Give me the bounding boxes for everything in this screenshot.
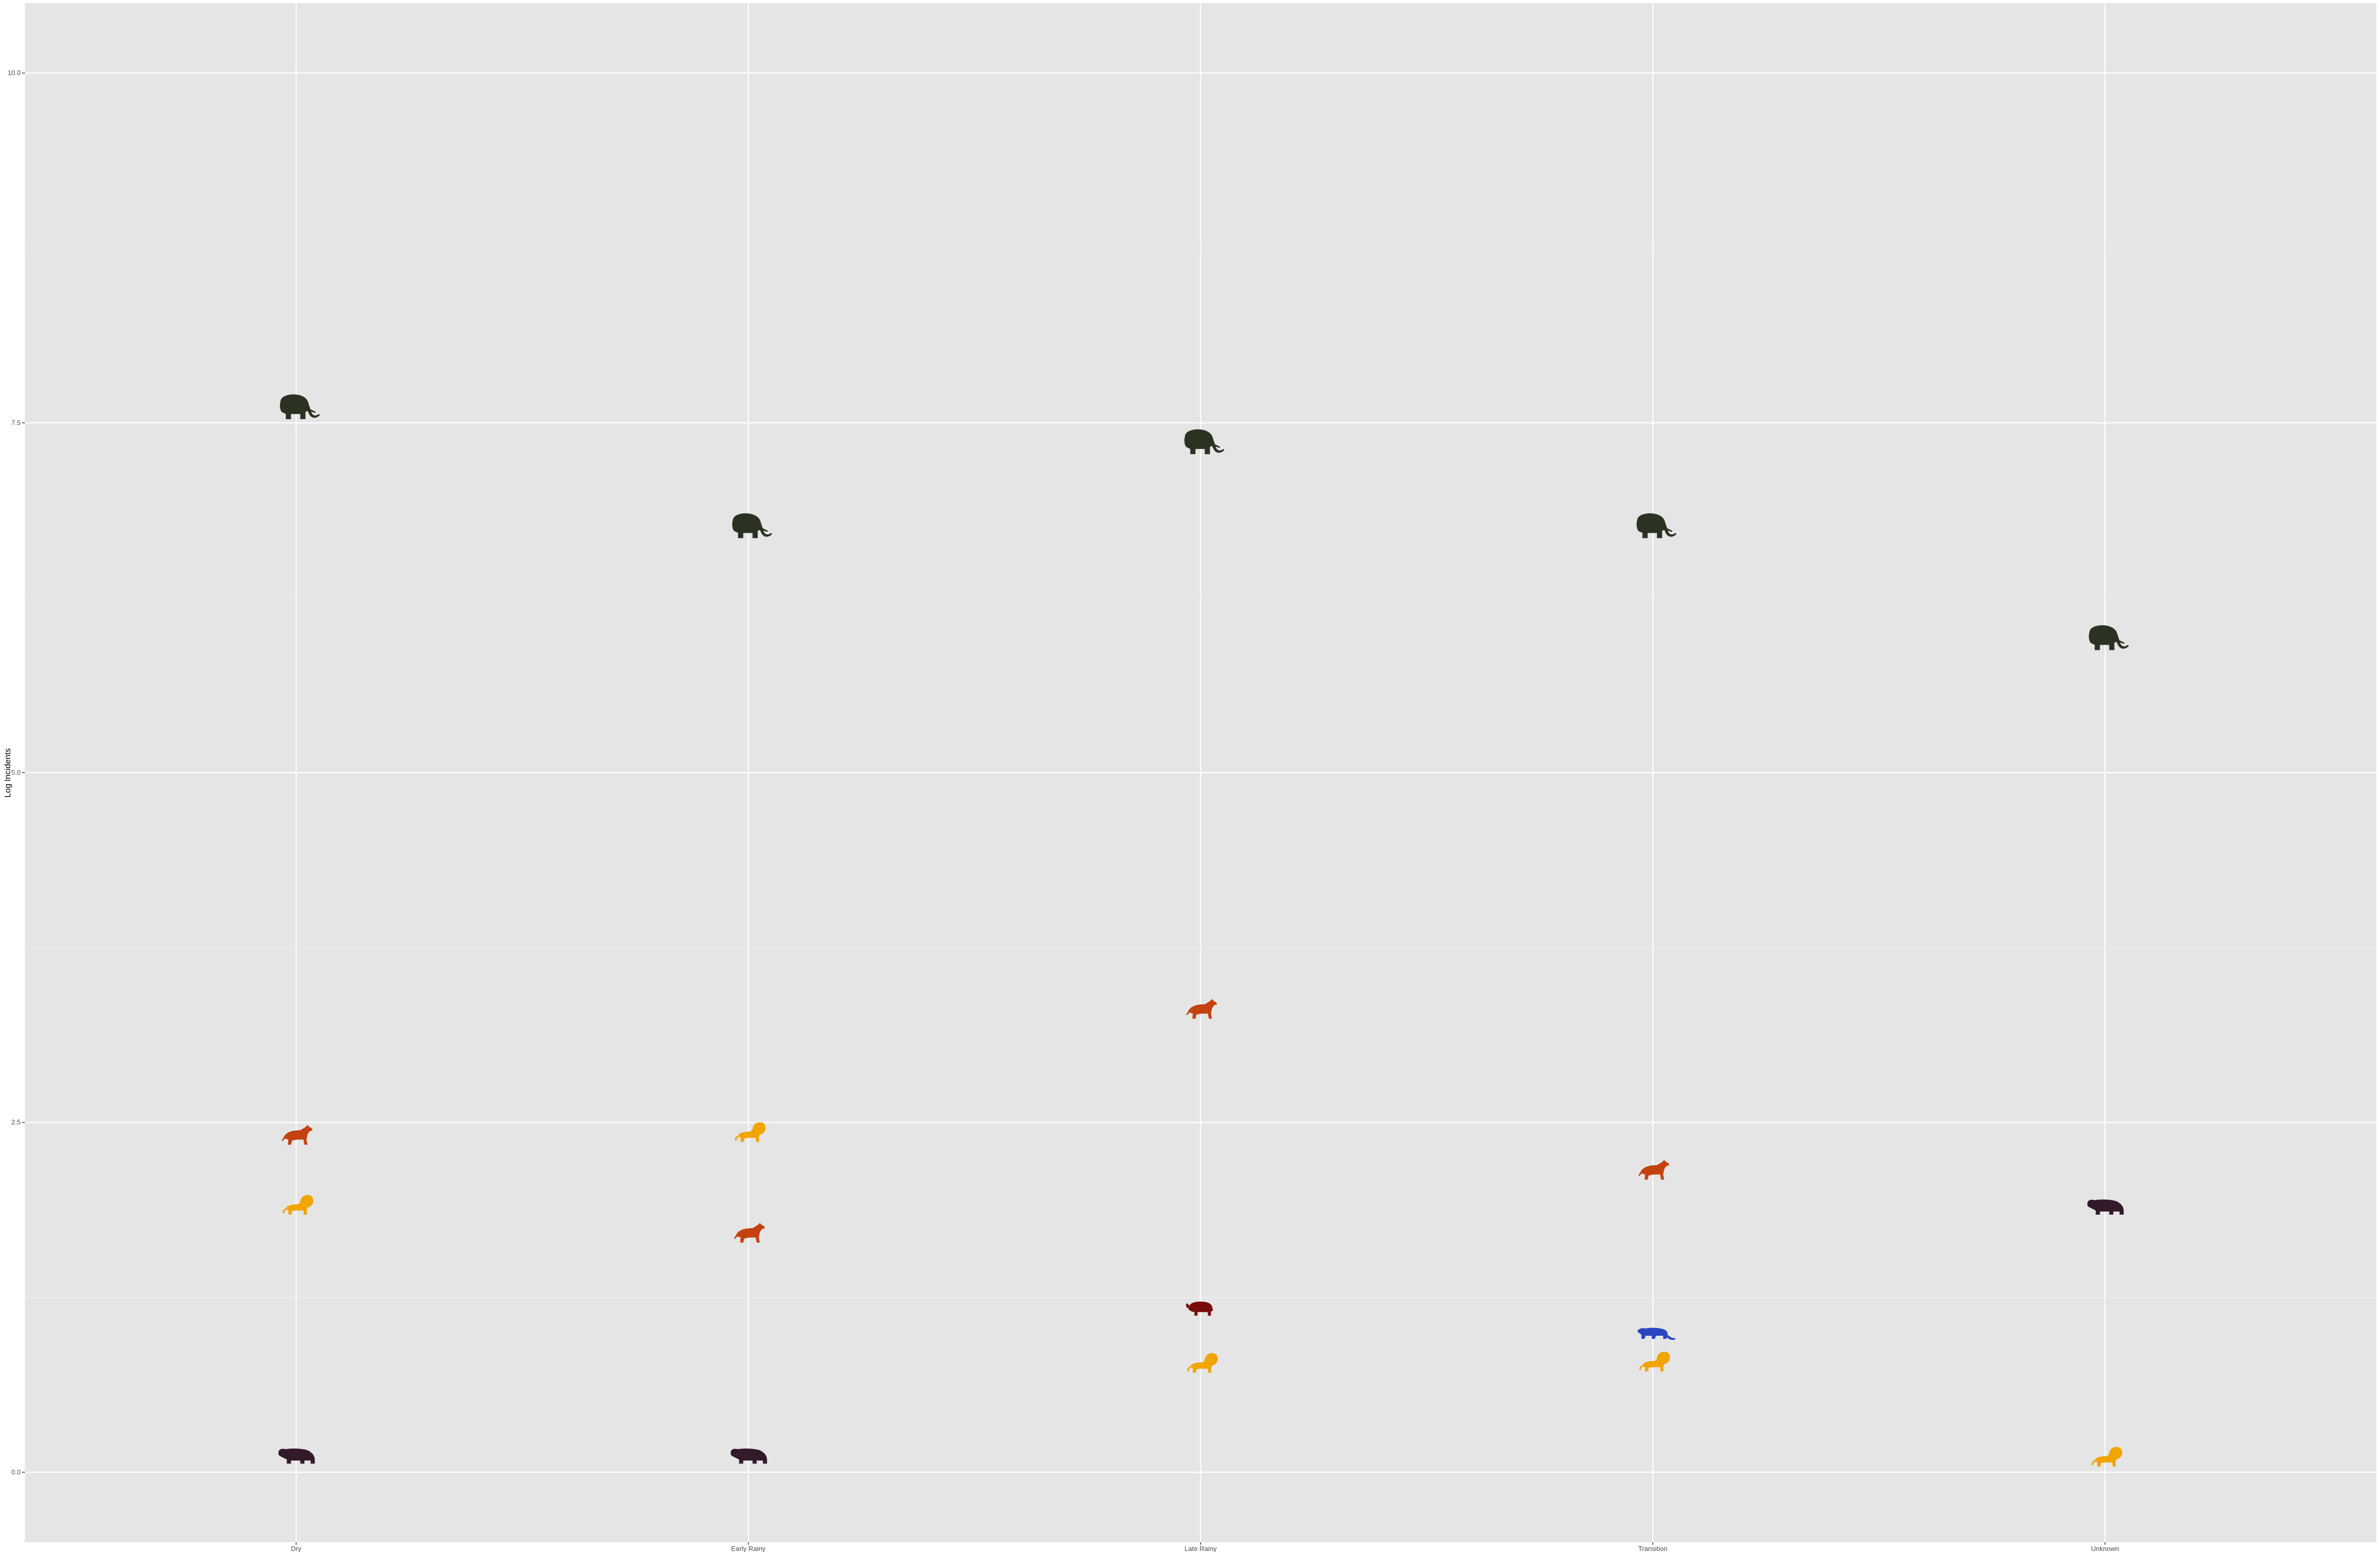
buffalo-icon: [1186, 1303, 1189, 1309]
elephant-icon: [1637, 513, 1677, 539]
x-axis: Dry Early Rainy Late Rainy Transition Unknow…: [291, 1542, 2119, 1552]
hyena-icon: [1186, 1009, 1191, 1016]
elephant-point: [280, 394, 320, 420]
lion-icon: [735, 1136, 739, 1141]
elephant-icon: [1184, 429, 1225, 454]
lion-point: [1187, 1353, 1218, 1373]
lion-icon: [286, 1195, 314, 1215]
x-tick-label: Late Rainy: [1184, 1545, 1217, 1552]
leopard-icon: [1667, 1335, 1676, 1340]
lion-point: [735, 1122, 766, 1142]
hyena-point: [281, 1125, 313, 1145]
elephant-icon: [2116, 638, 2125, 644]
hyena-icon: [1641, 1160, 1670, 1180]
y-tick-label: 5.0: [11, 769, 21, 777]
y-axis-title: Log Incidents: [4, 748, 12, 797]
hyena-point: [1638, 1160, 1670, 1180]
buffalo-icon: [1188, 1302, 1213, 1316]
elephant-icon: [2089, 625, 2129, 650]
hyena-icon: [737, 1223, 765, 1243]
x-tick-label: Early Rainy: [731, 1545, 766, 1552]
hippo-point: [731, 1448, 767, 1464]
lion-icon: [282, 1208, 287, 1214]
hyena-icon: [285, 1125, 313, 1145]
y-tick-label: 2.5: [11, 1118, 21, 1126]
elephant-icon: [732, 513, 772, 539]
hippo-point: [278, 1448, 315, 1464]
x-tick-label: Dry: [291, 1545, 302, 1552]
buffalo-point: [1186, 1302, 1213, 1316]
hippo-point: [2087, 1199, 2124, 1215]
data-points: [278, 394, 2129, 1467]
elephant-point: [1637, 513, 1677, 539]
elephant-icon: [280, 394, 320, 420]
elephant-icon: [307, 408, 316, 413]
hippo-icon: [731, 1448, 767, 1464]
elephant-icon: [760, 527, 768, 532]
hippo-icon: [278, 1448, 315, 1464]
lion-icon: [1187, 1366, 1192, 1372]
lion-icon: [2091, 1460, 2096, 1466]
lion-point: [2091, 1446, 2122, 1467]
y-tick-label: 7.5: [11, 419, 21, 426]
leopard-icon: [1637, 1327, 1668, 1339]
y-tick-label: 0.0: [11, 1468, 21, 1476]
hyena-point: [734, 1223, 765, 1243]
lion-icon: [1642, 1351, 1670, 1371]
lion-icon: [1190, 1353, 1218, 1373]
x-tick-label: Unknown: [2091, 1545, 2119, 1552]
y-tick-label: 10.0: [8, 69, 21, 77]
hyena-icon: [1638, 1170, 1643, 1176]
hyena-point: [1186, 999, 1217, 1019]
hyena-icon: [1189, 999, 1217, 1019]
lion-icon: [1639, 1365, 1644, 1370]
lion-point: [1639, 1351, 1670, 1371]
major-gridlines: [25, 3, 2376, 1542]
hippo-icon: [2087, 1199, 2124, 1215]
lion-icon: [2094, 1446, 2122, 1467]
x-tick-label: Transition: [1638, 1545, 1668, 1552]
leopard-point: [1637, 1327, 1676, 1340]
elephant-icon: [1212, 442, 1221, 448]
lion-icon: [738, 1122, 766, 1142]
lion-point: [282, 1195, 314, 1215]
hyena-icon: [281, 1135, 286, 1141]
elephant-icon: [1664, 527, 1673, 532]
y-axis: 0.0 2.5 5.0 7.5 10.0: [8, 69, 25, 1476]
elephant-point: [732, 513, 772, 539]
elephant-point: [2089, 625, 2129, 650]
elephant-point: [1184, 429, 1225, 454]
hyena-icon: [734, 1233, 738, 1239]
